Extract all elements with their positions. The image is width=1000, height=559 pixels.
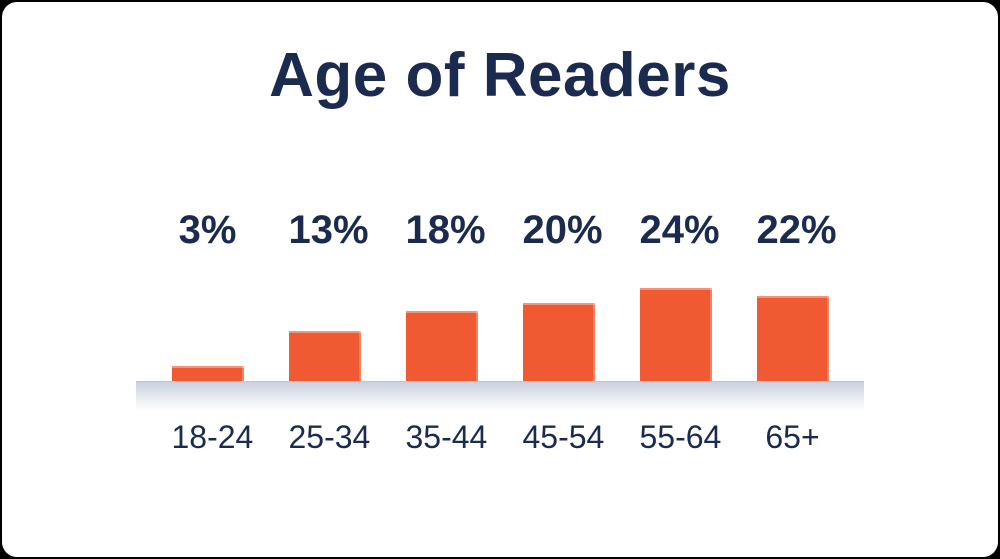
bar-slot xyxy=(639,287,712,382)
bar xyxy=(288,330,361,382)
category-label: 18-24 xyxy=(171,419,254,456)
bars-row xyxy=(171,254,829,382)
bar xyxy=(171,366,244,382)
bar-value-label: 3% xyxy=(178,208,237,253)
category-label: 25-34 xyxy=(288,419,371,456)
bar-value-label: 22% xyxy=(756,208,837,253)
bar xyxy=(522,303,595,382)
bar-slot xyxy=(288,330,361,382)
chart-title: Age of Readers xyxy=(269,41,731,110)
bar xyxy=(756,295,829,382)
category-label: 65+ xyxy=(765,419,820,456)
bar-slot xyxy=(171,366,244,382)
bar-value-label: 20% xyxy=(522,208,603,253)
bar-slot xyxy=(756,295,829,382)
bar xyxy=(639,287,712,382)
bar-chart: 3% 13% 18% 20% 24% 22% 18-24 25-34 35-44 45-54 55… xyxy=(120,111,880,455)
bar-slot xyxy=(522,303,595,382)
category-label: 55-64 xyxy=(639,419,722,456)
bar-slot xyxy=(405,311,478,382)
category-label: 35-44 xyxy=(405,419,488,456)
bar xyxy=(405,311,478,382)
category-labels-row: 18-24 25-34 35-44 45-54 55-64 65+ xyxy=(172,419,829,455)
bar-value-label: 13% xyxy=(288,208,369,253)
baseline-platform xyxy=(136,381,864,412)
bar-value-label: 24% xyxy=(639,208,720,253)
bar-value-label: 18% xyxy=(405,208,486,253)
value-labels-row: 3% 13% 18% 20% 24% 22% xyxy=(172,208,837,253)
category-label: 45-54 xyxy=(522,419,605,456)
